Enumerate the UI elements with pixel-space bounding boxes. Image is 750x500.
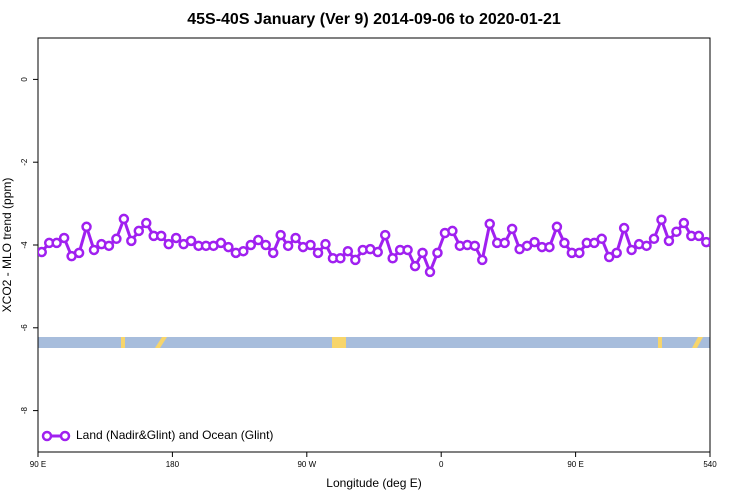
- x-axis-label: Longitude (deg E): [326, 476, 421, 490]
- series-point: [126, 235, 137, 247]
- series-point: [111, 233, 122, 245]
- series-point: [38, 246, 47, 258]
- legend-label: Land (Nadir&Glint) and Ocean (Glint): [76, 428, 273, 442]
- x-tick-label: 90 W: [297, 460, 316, 469]
- series-point: [447, 225, 458, 237]
- series-point: [163, 238, 174, 250]
- series-point: [656, 214, 667, 225]
- land-strip: [692, 337, 703, 348]
- y-tick-label: -4: [20, 241, 29, 249]
- series-point: [663, 235, 675, 247]
- series-point: [589, 237, 600, 249]
- series-point: [267, 247, 279, 259]
- series-point: [379, 229, 391, 241]
- series-point: [708, 238, 710, 246]
- series-point: [648, 233, 660, 245]
- series-point: [559, 237, 570, 249]
- legend-marker: [41, 430, 53, 442]
- series-point: [551, 221, 563, 233]
- series-point: [245, 239, 257, 251]
- land-strip: [658, 337, 662, 348]
- series-point: [215, 237, 227, 249]
- series-point: [335, 252, 346, 264]
- series-point: [51, 237, 62, 249]
- series-point: [170, 232, 182, 244]
- series-point: [417, 247, 428, 259]
- y-tick-label: -8: [20, 406, 29, 414]
- series-point: [387, 252, 398, 264]
- chart-title: 45S-40S January (Ver 9) 2014-09-06 to 20…: [187, 11, 561, 28]
- land-strip: [332, 337, 346, 348]
- series-line: [40, 214, 710, 277]
- series-point: [350, 254, 361, 266]
- land-strip: [121, 337, 125, 348]
- series-point: [701, 236, 710, 248]
- series-point: [118, 213, 130, 225]
- series-point: [260, 239, 271, 251]
- series-point: [372, 246, 383, 258]
- y-tick-label: 0: [20, 77, 29, 82]
- series-point: [603, 251, 615, 263]
- series-point: [223, 241, 234, 253]
- series-point: [58, 232, 70, 244]
- legend-marker: [59, 430, 71, 442]
- series-point: [409, 260, 421, 272]
- series-point: [133, 225, 145, 237]
- series-point: [312, 247, 324, 259]
- series-point: [290, 232, 301, 244]
- series-point: [477, 254, 488, 266]
- series-point: [574, 247, 585, 259]
- series-point: [641, 240, 652, 252]
- series-point: [618, 222, 630, 234]
- series-point: [282, 240, 294, 252]
- y-tick-label: -6: [20, 324, 29, 332]
- series-point: [611, 247, 622, 259]
- series-point: [499, 237, 510, 249]
- x-tick-label: 540: [703, 460, 717, 469]
- series-point: [596, 233, 607, 245]
- series-point: [529, 236, 540, 248]
- series-point: [342, 245, 354, 257]
- series-point: [320, 238, 331, 250]
- x-tick-label: 180: [166, 460, 180, 469]
- series-point: [141, 217, 152, 229]
- series-point: [81, 221, 92, 233]
- y-axis-label: XCO2 - MLO trend (ppm): [0, 178, 14, 313]
- land-strip: [155, 337, 167, 348]
- series-point: [238, 245, 249, 257]
- series-point: [253, 234, 264, 246]
- surface-strip: [38, 337, 710, 348]
- series-point: [484, 218, 495, 230]
- series-point: [544, 241, 555, 253]
- x-tick-label: 90 E: [567, 460, 583, 469]
- plot-frame: [37, 37, 711, 453]
- series-point: [155, 230, 167, 242]
- series-point: [626, 244, 637, 256]
- ocean-strip: [38, 337, 710, 348]
- series-point: [305, 239, 316, 251]
- series-point: [671, 226, 682, 238]
- series-point: [185, 235, 197, 247]
- series-point: [432, 247, 443, 259]
- series-point: [88, 244, 100, 256]
- series-point: [424, 266, 436, 278]
- series-point: [678, 217, 690, 229]
- series-point: [506, 223, 518, 235]
- series-point: [73, 247, 85, 259]
- x-tick-label: 90 E: [30, 460, 46, 469]
- series-point: [469, 240, 481, 252]
- series-point: [402, 244, 413, 256]
- series-point: [693, 230, 705, 242]
- series-point: [275, 229, 286, 241]
- x-tick-label: 0: [439, 460, 444, 469]
- y-tick-label: -2: [20, 158, 29, 166]
- series-point: [103, 240, 115, 252]
